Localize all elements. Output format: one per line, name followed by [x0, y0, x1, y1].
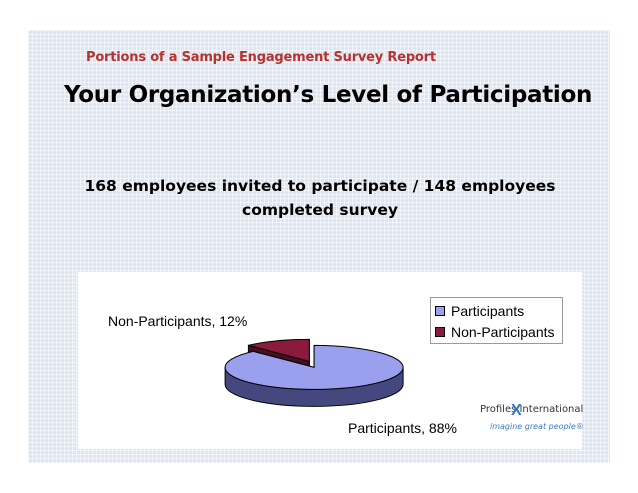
pie-slice-non-participants: [248, 338, 310, 362]
pie-slice-participants: [224, 344, 404, 390]
report-subtitle: Portions of a Sample Engagement Survey R…: [86, 50, 436, 65]
data-label-participants: Participants, 88%: [348, 420, 457, 436]
logo-tagline: imagine great people®: [490, 422, 584, 431]
legend-swatch-participants: [435, 306, 445, 316]
statement-line-1: 168 employees invited to participate / 1…: [84, 177, 556, 195]
legend-label-non-participants: Non-Participants: [451, 324, 555, 340]
logo-mark-icon: X: [511, 402, 522, 419]
profiles-international-logo: Profiles International X imagine great p…: [480, 402, 584, 440]
data-label-non-participants: Non-Participants, 12%: [108, 313, 247, 329]
legend-label-participants: Participants: [451, 303, 525, 319]
statement-line-2: completed survey: [242, 201, 398, 219]
legend-item-participants: Participants: [435, 301, 524, 321]
legend-swatch-non-participants: [435, 327, 445, 337]
chart-legend: Participants Non-Participants: [430, 297, 563, 344]
page-title: Your Organization’s Level of Participati…: [64, 82, 593, 108]
legend-item-non-participants: Non-Participants: [435, 322, 555, 342]
logo-wordmark: Profiles International: [480, 404, 584, 415]
participation-statement: 168 employees invited to participate / 1…: [70, 174, 570, 222]
